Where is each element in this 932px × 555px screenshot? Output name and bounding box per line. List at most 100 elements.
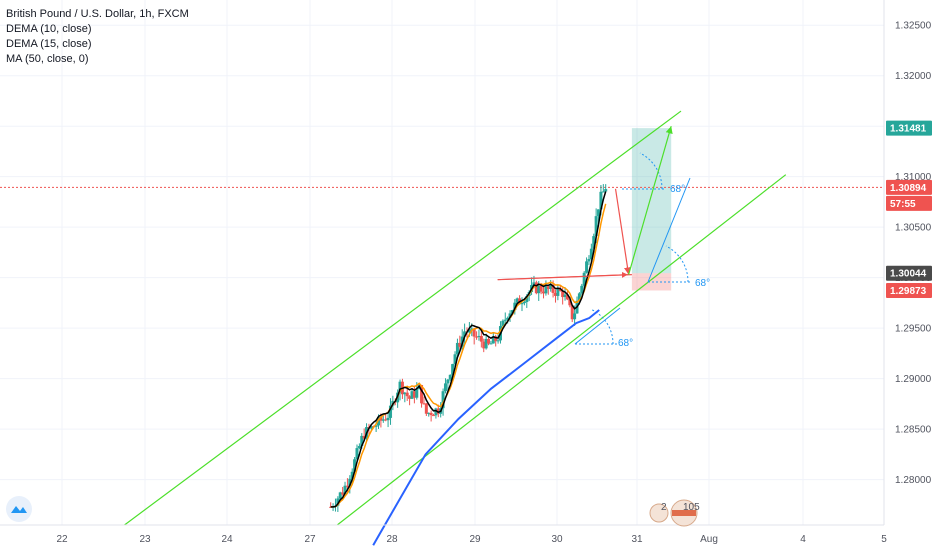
- price-tag-label-countdown: 57:55: [890, 199, 916, 210]
- legend-symbol[interactable]: British Pound / U.S. Dollar, 1h, FXCM: [6, 8, 189, 20]
- channel-upper-line: [124, 110, 682, 526]
- candle-body: [513, 302, 517, 311]
- candle-body: [381, 419, 385, 421]
- candle-body: [386, 417, 390, 421]
- candles: [329, 184, 608, 512]
- candle-body: [501, 320, 505, 327]
- candle-body: [403, 392, 407, 395]
- candle-body: [369, 426, 373, 429]
- candle-body: [491, 336, 495, 344]
- candle-body: [398, 381, 402, 393]
- candle-body: [362, 435, 366, 439]
- pair-ideas-count: 2: [661, 502, 667, 513]
- candle-body: [415, 389, 419, 398]
- candle-body: [577, 293, 581, 301]
- price-tag-countdown: [886, 195, 932, 211]
- forecast-down-arrow: [614, 188, 632, 275]
- candle-body: [568, 299, 572, 306]
- candle-body: [436, 408, 440, 414]
- candle-body: [432, 415, 436, 417]
- price-tag-stop: [886, 282, 932, 298]
- candle-body: [604, 189, 608, 192]
- candle-body: [508, 313, 512, 318]
- candle-body: [329, 506, 333, 508]
- price-tag-label-target: 1.31481: [890, 124, 927, 135]
- horizontal-arrow: [497, 271, 628, 281]
- time-tick-label: 5: [881, 534, 887, 545]
- candle-body: [379, 416, 383, 421]
- candle-body: [458, 342, 462, 347]
- candle-body: [446, 379, 450, 384]
- candle-body: [427, 412, 431, 414]
- price-tick-label: 1.28000: [895, 475, 932, 486]
- ma-50-line: [372, 309, 600, 546]
- candle-body: [424, 403, 428, 414]
- dema-10-line: [330, 191, 607, 508]
- price-tag-label-stop: 1.29873: [890, 286, 927, 297]
- candle-body: [482, 341, 486, 349]
- price-tick-label: 1.32000: [895, 71, 932, 82]
- pair-bar: [672, 510, 696, 516]
- candle-body: [592, 236, 596, 249]
- candle-body: [563, 294, 567, 298]
- candle-body: [410, 391, 414, 399]
- time-tick-label: 30: [551, 534, 563, 545]
- candle-body: [582, 272, 586, 286]
- time-tick-label: Aug: [700, 534, 718, 545]
- candle-body: [429, 412, 433, 416]
- candle-body: [549, 284, 553, 290]
- candle-body: [599, 191, 603, 210]
- legend-dema-15[interactable]: DEMA (15, close): [6, 38, 92, 50]
- candle-body: [348, 478, 352, 486]
- angle-3-label: 68°: [670, 184, 685, 195]
- candle-body: [532, 282, 536, 286]
- candle-body: [475, 336, 479, 338]
- legend-dema-10[interactable]: DEMA (10, close): [6, 23, 92, 35]
- legend-ma-50[interactable]: MA (50, close, 0): [6, 53, 89, 65]
- candle-body: [597, 209, 601, 217]
- price-tag-label-current: 1.30894: [890, 183, 927, 194]
- candle-body: [558, 288, 562, 291]
- price-tag-current: [886, 179, 932, 195]
- time-tick-label: 22: [56, 534, 68, 545]
- angle-1-label: 68°: [618, 338, 633, 349]
- candle-body: [412, 391, 416, 398]
- price-tick-label: 1.28500: [895, 425, 932, 436]
- price-tag-label-entry: 1.30044: [890, 269, 927, 280]
- price-tick-label: 1.29000: [895, 374, 932, 385]
- price-tick-label: 1.29500: [895, 324, 932, 335]
- candle-body: [341, 492, 345, 495]
- pair-flag-gbp-icon: [649, 503, 669, 523]
- forecast-up-arrow: [628, 126, 673, 275]
- candle-body: [441, 391, 445, 409]
- candle-body: [494, 336, 498, 342]
- time-tick-label: 23: [139, 534, 151, 545]
- candle-body: [520, 303, 524, 305]
- angle-1-arc: [591, 309, 614, 345]
- candle-body: [594, 216, 598, 237]
- candle-body: [374, 425, 378, 427]
- candle-body: [384, 419, 388, 421]
- stop-zone: [631, 273, 672, 291]
- channel-lower-line: [336, 174, 787, 526]
- target-zone: [631, 128, 672, 274]
- candle-body: [350, 471, 354, 479]
- angle-3-arc: [639, 152, 663, 190]
- pair-badge: 2 105: [649, 499, 700, 527]
- tradingview-logo-icon[interactable]: [6, 496, 32, 522]
- candle-body: [551, 284, 555, 293]
- time-tick-label: 4: [800, 534, 806, 545]
- candle-body: [510, 310, 514, 314]
- candle-body: [534, 282, 538, 294]
- candle-body: [477, 335, 481, 337]
- candle-body: [357, 446, 361, 449]
- candle-body: [388, 405, 392, 418]
- candle-body: [570, 305, 574, 320]
- candle-body: [463, 331, 467, 337]
- candle-body: [580, 285, 584, 294]
- time-tick-label: 24: [221, 534, 233, 545]
- candle-body: [601, 191, 605, 193]
- angle-2-arc: [665, 245, 689, 283]
